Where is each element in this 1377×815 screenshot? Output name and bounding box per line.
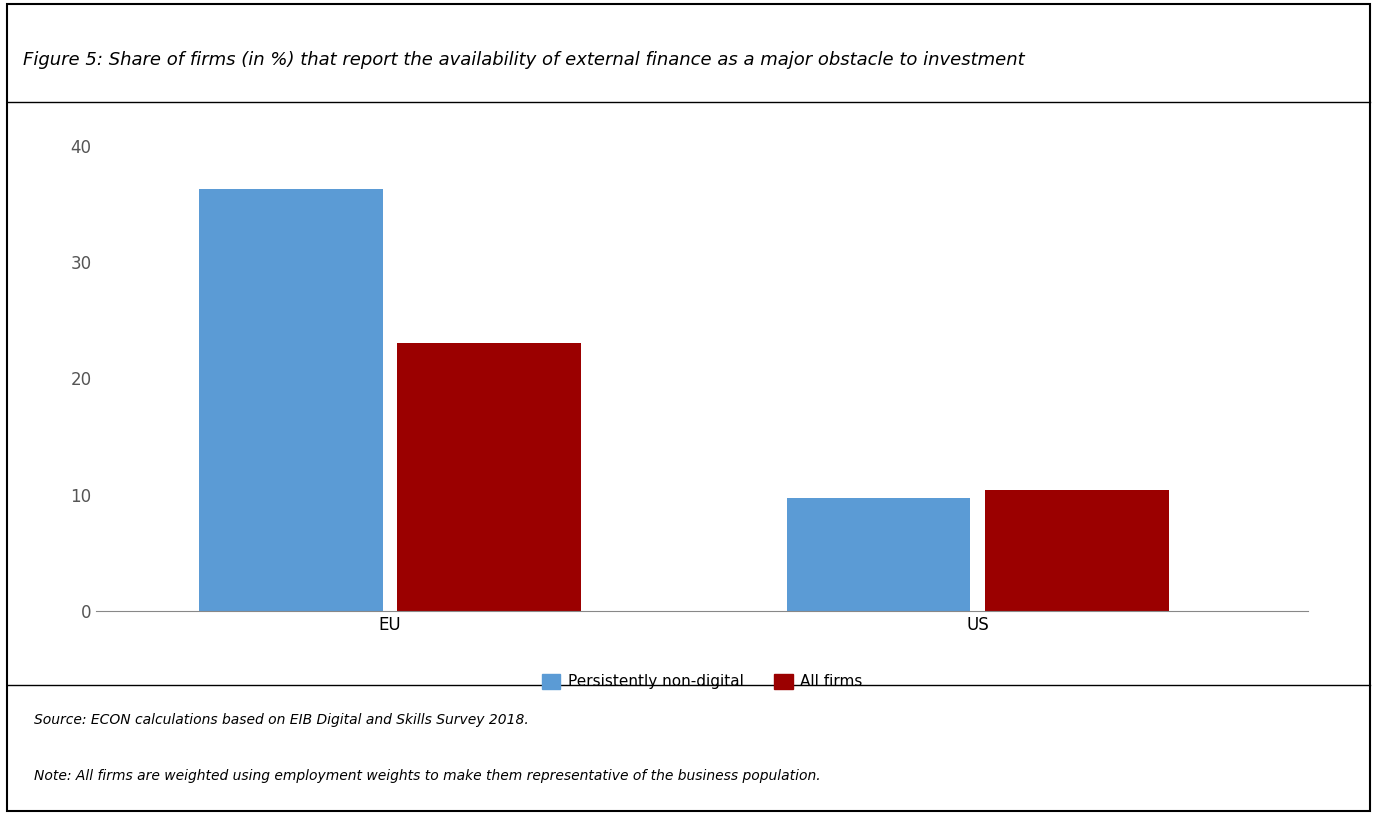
Bar xyxy=(985,490,1169,611)
Text: Source: ECON calculations based on EIB Digital and Skills Survey 2018.: Source: ECON calculations based on EIB D… xyxy=(34,713,529,727)
Text: Note: All firms are weighted using employment weights to make them representativ: Note: All firms are weighted using emplo… xyxy=(34,769,821,782)
Bar xyxy=(786,498,971,611)
Bar xyxy=(200,188,383,611)
Bar xyxy=(398,343,581,611)
Legend: Persistently non-digital, All firms: Persistently non-digital, All firms xyxy=(536,667,869,695)
Text: Figure 5: Share of firms (in %) that report the availability of external finance: Figure 5: Share of firms (in %) that rep… xyxy=(23,51,1024,68)
